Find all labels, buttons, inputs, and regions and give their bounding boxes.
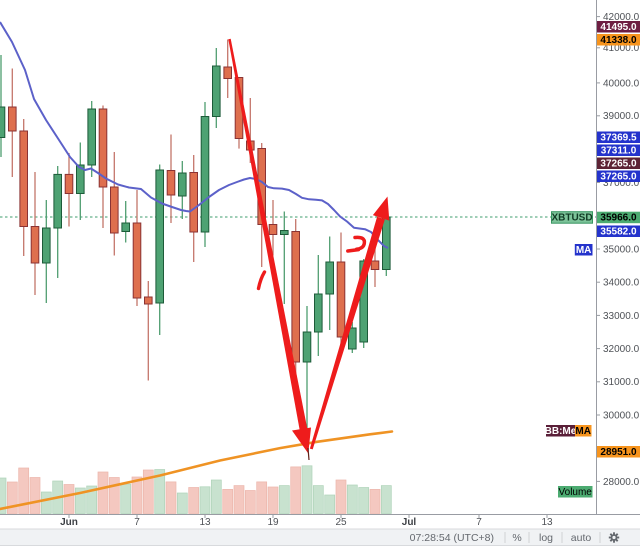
svg-text:33000.0: 33000.0 [603, 311, 640, 322]
svg-text:35966.0: 35966.0 [600, 213, 637, 224]
svg-text:7: 7 [476, 517, 482, 528]
svg-text:42000.0: 42000.0 [603, 12, 640, 23]
svg-text:BB:Me: BB:Me [545, 426, 577, 437]
svg-text:41495.0: 41495.0 [600, 22, 637, 33]
svg-text:MA: MA [576, 245, 592, 256]
svg-text:31000.0: 31000.0 [603, 377, 640, 388]
svg-text:41000.0: 41000.0 [603, 43, 640, 54]
svg-text:log: log [539, 532, 553, 544]
svg-text:13: 13 [199, 517, 211, 528]
svg-text:37000.0: 37000.0 [603, 178, 640, 189]
svg-text:%: % [512, 532, 521, 544]
svg-text:MA: MA [575, 426, 591, 437]
svg-text:auto: auto [571, 532, 592, 544]
svg-text:37265.0: 37265.0 [600, 171, 637, 182]
svg-text:XBTUSD: XBTUSD [551, 213, 592, 224]
svg-text:32000.0: 32000.0 [603, 344, 640, 355]
svg-text:13: 13 [541, 517, 553, 528]
svg-text:19: 19 [267, 517, 279, 528]
svg-text:35582.0: 35582.0 [600, 226, 637, 237]
svg-text:30000.0: 30000.0 [603, 410, 640, 421]
svg-text:Jun: Jun [60, 517, 78, 528]
svg-text:25: 25 [335, 517, 347, 528]
svg-text:37265.0: 37265.0 [600, 158, 637, 169]
svg-text:07:28:54 (UTC+8): 07:28:54 (UTC+8) [410, 532, 494, 544]
svg-text:28000.0: 28000.0 [603, 477, 640, 488]
svg-text:39000.0: 39000.0 [603, 111, 640, 122]
svg-text:Jul: Jul [402, 517, 417, 528]
svg-text:34000.0: 34000.0 [603, 278, 640, 289]
svg-text:37311.0: 37311.0 [601, 145, 637, 156]
svg-text:37369.5: 37369.5 [600, 132, 637, 143]
svg-text:28951.0: 28951.0 [600, 447, 637, 458]
svg-text:41338.0: 41338.0 [600, 35, 637, 46]
svg-text:Volume: Volume [559, 487, 593, 498]
svg-text:40000.0: 40000.0 [603, 78, 640, 89]
svg-text:35000.0: 35000.0 [603, 244, 640, 255]
svg-text:7: 7 [134, 517, 140, 528]
